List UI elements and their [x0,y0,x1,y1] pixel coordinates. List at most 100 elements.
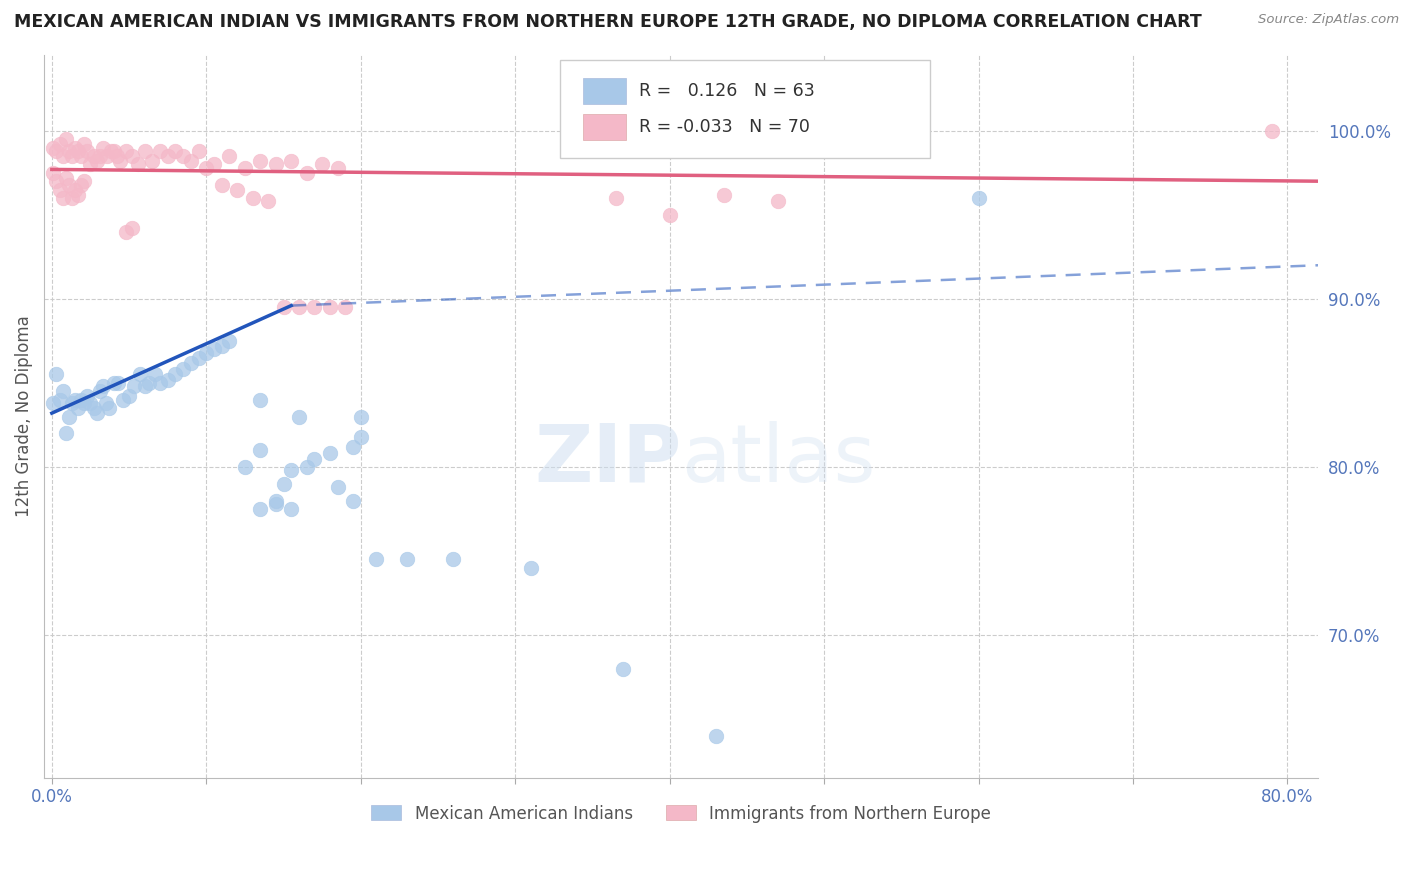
Point [273,476,295,491]
Point [149,376,172,390]
Point [83,401,105,416]
Point [195,345,218,359]
Point [67,144,90,158]
Point [257,194,280,209]
Point [149,144,172,158]
FancyBboxPatch shape [583,114,627,140]
Point [60,396,83,410]
Point [172,149,194,163]
Point [52,384,75,399]
Point [42,396,65,410]
Point [58,409,80,424]
Point [55,426,77,441]
Point [249,502,271,516]
Point [202,157,225,171]
Point [295,166,318,180]
Point [249,443,271,458]
Point [180,154,202,169]
Point [89,149,111,163]
Point [103,144,125,158]
Point [156,149,179,163]
Point [55,132,77,146]
Point [143,368,166,382]
Point [319,446,342,460]
Legend: Mexican American Indians, Immigrants from Northern Europe: Mexican American Indians, Immigrants fro… [363,797,1000,831]
Point [70,149,93,163]
Point [165,368,187,382]
Point [264,493,287,508]
Point [273,300,295,314]
Point [218,334,240,348]
Point [396,552,419,566]
Point [280,154,302,169]
Text: MEXICAN AMERICAN INDIAN VS IMMIGRANTS FROM NORTHERN EUROPE 12TH GRADE, NO DIPLOM: MEXICAN AMERICAN INDIAN VS IMMIGRANTS FR… [14,13,1202,31]
Point [86,154,108,169]
Point [52,191,75,205]
Point [127,157,149,171]
Point [103,376,125,390]
Point [115,144,138,158]
Point [73,174,96,188]
Point [172,362,194,376]
Point [195,161,218,175]
Point [233,459,256,474]
Point [118,389,141,403]
Point [67,187,90,202]
Point [63,140,86,154]
Point [326,480,349,494]
Point [766,194,789,209]
Point [441,552,464,566]
Point [105,149,128,163]
Point [233,161,256,175]
Point [60,149,83,163]
Point [108,154,131,169]
Point [187,351,209,365]
Point [42,166,65,180]
Text: atlas: atlas [681,421,876,499]
Point [342,440,364,454]
Y-axis label: 12th Grade, No Diploma: 12th Grade, No Diploma [15,316,32,517]
Point [48,137,70,152]
Point [134,144,156,158]
Point [280,502,302,516]
Point [350,409,373,424]
Point [48,392,70,407]
Point [91,140,114,154]
Point [63,392,86,407]
Point [42,140,65,154]
Point [304,300,326,314]
Text: R =   0.126   N = 63: R = 0.126 N = 63 [640,82,815,100]
Point [67,401,90,416]
Point [79,396,101,410]
Point [319,300,342,314]
Point [249,392,271,407]
Point [115,225,138,239]
Text: Source: ZipAtlas.com: Source: ZipAtlas.com [1258,13,1399,27]
Point [288,409,311,424]
Point [242,191,264,205]
Point [612,662,634,676]
Point [335,300,357,314]
Point [98,401,121,416]
Point [211,339,233,353]
Point [342,493,364,508]
Point [249,154,271,169]
FancyBboxPatch shape [583,78,627,103]
Point [63,183,86,197]
Point [134,379,156,393]
Point [1261,124,1284,138]
Point [967,191,990,205]
Point [180,356,202,370]
Point [79,157,101,171]
Point [226,183,249,197]
Point [73,137,96,152]
Point [107,376,129,390]
Point [96,149,118,163]
Point [60,191,83,205]
Point [264,157,287,171]
Text: ZIP: ZIP [534,421,681,499]
Point [55,170,77,185]
Point [100,144,122,158]
Point [165,144,187,158]
Point [658,208,681,222]
